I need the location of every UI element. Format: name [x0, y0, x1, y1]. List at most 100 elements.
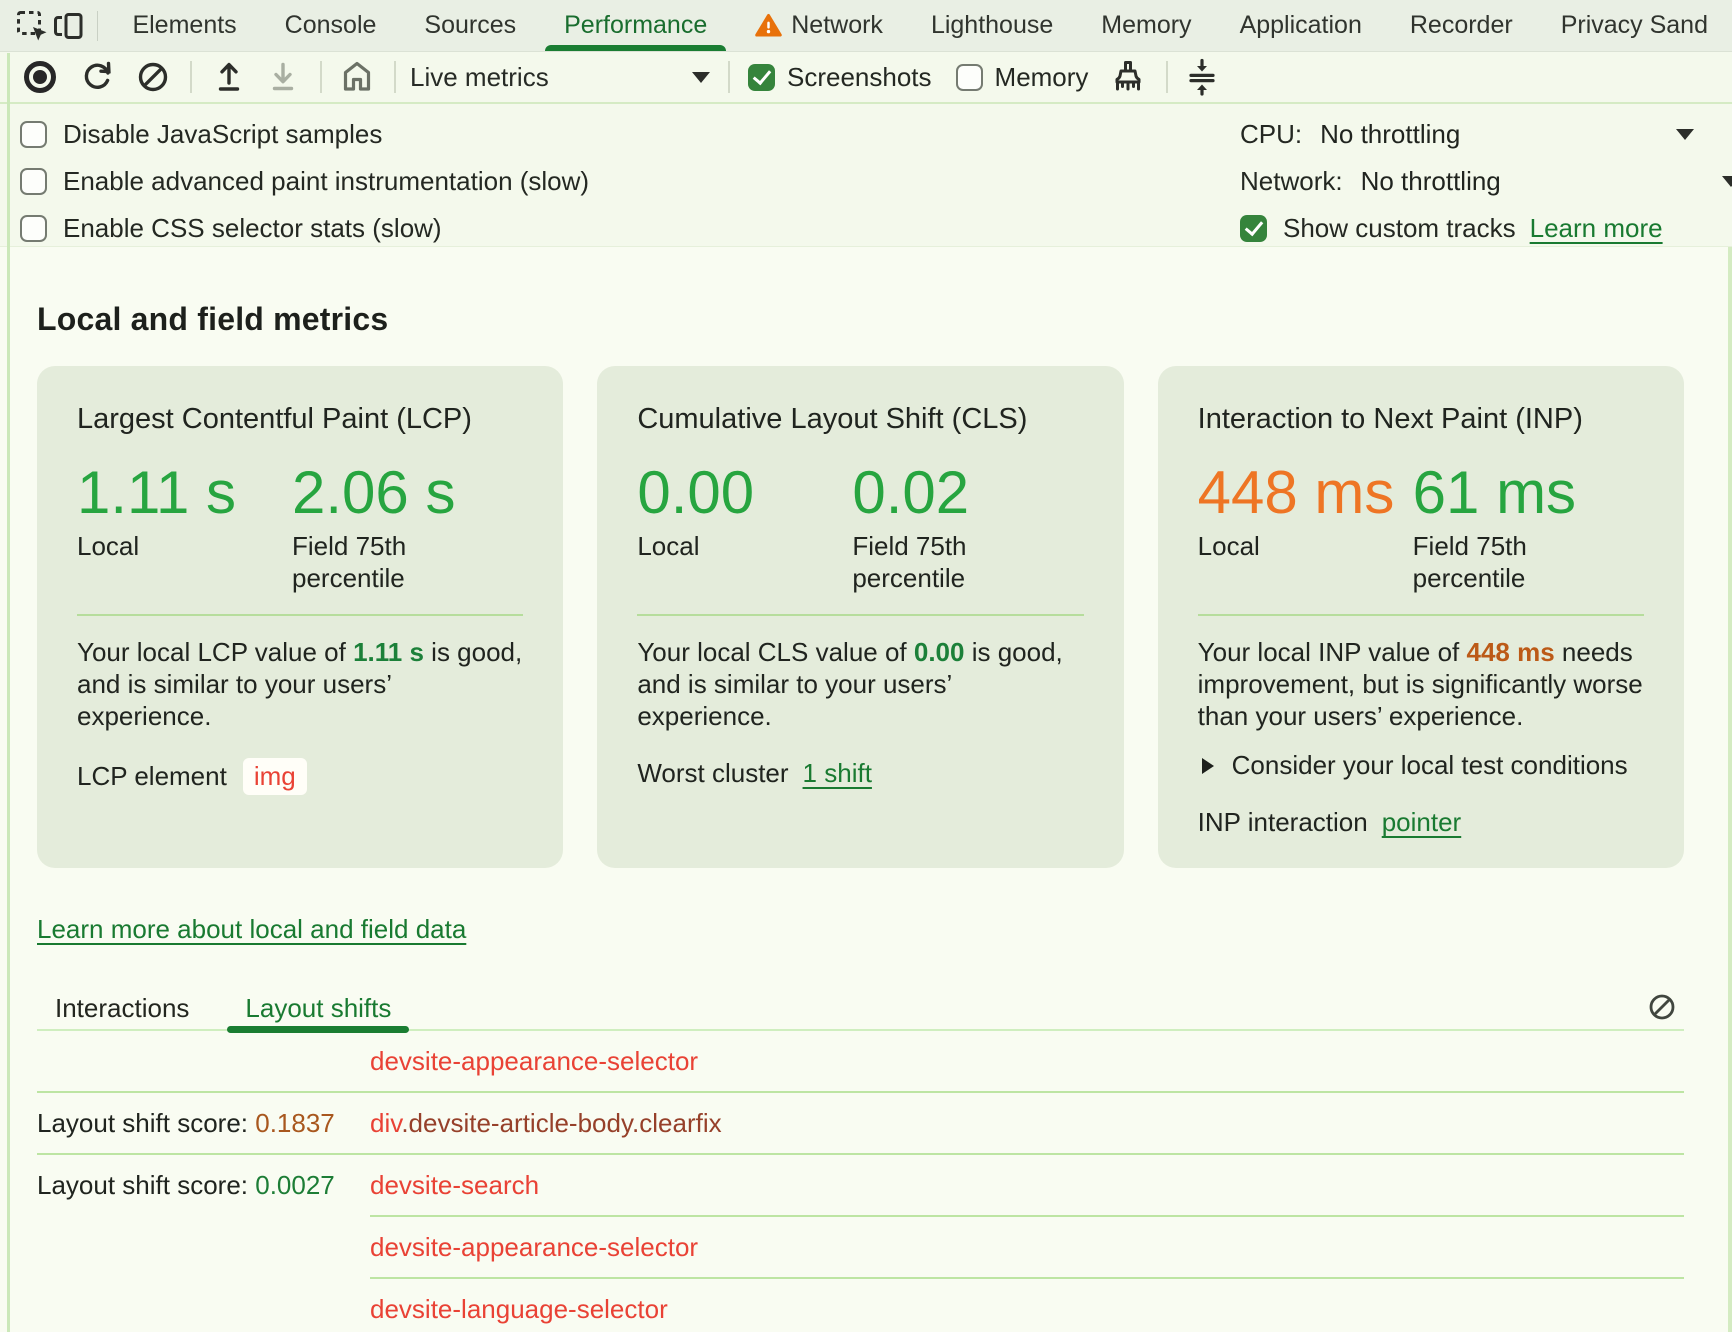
- inp-interaction-row: INP interaction pointer: [1198, 807, 1644, 838]
- capture-settings: Disable JavaScript samples Enable advanc…: [0, 104, 1732, 247]
- tab-sources[interactable]: Sources: [400, 0, 540, 51]
- panel-left-edge-divider: [7, 53, 10, 1332]
- disclosure-label: Consider your local test conditions: [1231, 750, 1628, 780]
- devtools-tabbar: Elements Console Sources Performance Net…: [0, 0, 1732, 52]
- worst-cluster-link[interactable]: 1 shift: [802, 758, 872, 788]
- tab-interactions[interactable]: Interactions: [37, 987, 207, 1029]
- layout-shift-row: devsite-appearance-selector: [37, 1031, 1684, 1091]
- inp-local-column: 448 ms Local: [1198, 462, 1413, 594]
- history-dropdown-value: Live metrics: [410, 61, 549, 92]
- element-link[interactable]: devsite-appearance-selector: [370, 1232, 1684, 1263]
- layout-shift-row: devsite-appearance-selector: [37, 1217, 1684, 1277]
- tab-label: Interactions: [55, 992, 190, 1023]
- tab-console[interactable]: Console: [261, 0, 401, 51]
- layout-shift-row: Layout shift score: 0.1837 div.devsite-a…: [37, 1093, 1684, 1153]
- inp-description: Your local INP value of 448 ms needs imp…: [1198, 636, 1644, 732]
- toolbar-separator: [1166, 61, 1169, 93]
- setting-row: Enable CSS selector stats (slow): [20, 207, 589, 249]
- element-link[interactable]: devsite-search: [370, 1170, 1684, 1201]
- disable-js-samples-label: Disable JavaScript samples: [63, 118, 383, 149]
- score-label: Layout shift score:: [37, 1169, 256, 1200]
- tab-network[interactable]: Network: [731, 0, 907, 51]
- live-metrics-view: Local and field metrics Largest Contentf…: [0, 247, 1732, 1332]
- save-profile-button[interactable]: [264, 58, 302, 96]
- show-custom-tracks-checkbox[interactable]: [1240, 214, 1267, 242]
- layout-shift-log: devsite-appearance-selector Layout shift…: [37, 1031, 1684, 1332]
- chevron-down-icon[interactable]: [1676, 129, 1694, 140]
- cpu-throttling-select[interactable]: No throttling: [1320, 118, 1461, 149]
- desc-value: 0.00: [913, 637, 965, 667]
- collect-garbage-button[interactable]: [1108, 57, 1148, 97]
- tab-performance[interactable]: Performance: [540, 0, 731, 51]
- row-divider: [370, 1277, 1684, 1279]
- clear-log-button[interactable]: [1646, 991, 1678, 1023]
- upload-icon: [210, 58, 248, 96]
- block-icon: [134, 58, 172, 96]
- score-cell: Layout shift score: 0.1837: [37, 1108, 370, 1139]
- chevron-down-icon: [692, 71, 710, 83]
- custom-tracks-learn-more-link[interactable]: Learn more: [1529, 212, 1663, 243]
- home-button[interactable]: [338, 58, 376, 96]
- local-test-conditions-disclosure[interactable]: Consider your local test conditions: [1198, 750, 1644, 781]
- lcp-element-link[interactable]: img: [242, 758, 307, 795]
- collapse-metrics-button[interactable]: [1182, 57, 1222, 97]
- clear-button[interactable]: [134, 58, 172, 96]
- lcp-local-column: 1.11 s Local: [77, 462, 292, 594]
- tab-application[interactable]: Application: [1216, 0, 1386, 51]
- lcp-local-value: 1.11 s: [77, 459, 236, 526]
- load-profile-button[interactable]: [210, 58, 248, 96]
- tab-label: Application: [1239, 11, 1362, 39]
- toolbar-separator: [190, 61, 192, 93]
- desc-text: is good, and is similar to your users’ e…: [77, 637, 523, 731]
- tab-label: Lighthouse: [930, 11, 1054, 39]
- tab-layout-shifts[interactable]: Layout shifts: [227, 987, 410, 1033]
- device-toolbar-button[interactable]: [50, 3, 86, 49]
- cls-card: Cumulative Layout Shift (CLS) 0.00 Local…: [597, 366, 1124, 868]
- history-dropdown[interactable]: Live metrics: [410, 62, 710, 93]
- desc-text: is good, and is similar to your users’ e…: [637, 637, 1063, 731]
- disclosure-triangle-icon: [1201, 757, 1214, 774]
- inspect-element-button[interactable]: [14, 3, 50, 49]
- record-button[interactable]: [24, 61, 56, 93]
- tab-label: Network: [791, 11, 883, 39]
- tab-elements[interactable]: Elements: [108, 0, 260, 51]
- chevron-down-icon[interactable]: [1722, 176, 1732, 187]
- element-link[interactable]: devsite-appearance-selector: [370, 1046, 1684, 1077]
- css-selector-stats-checkbox[interactable]: [20, 214, 47, 242]
- row-divider: [37, 1153, 1684, 1155]
- inp-values: 448 ms Local 61 ms Field 75th percentile: [1198, 462, 1644, 594]
- tab-recorder[interactable]: Recorder: [1386, 0, 1537, 51]
- active-tab-underline: [227, 1026, 410, 1033]
- lcp-values: 1.11 s Local 2.06 s Field 75th percentil…: [77, 462, 523, 594]
- element-classes: .devsite-article-body.clearfix: [401, 1107, 722, 1138]
- memory-checkbox[interactable]: [955, 63, 983, 91]
- screenshots-checkbox[interactable]: [748, 63, 775, 91]
- record-and-reload-button[interactable]: [78, 58, 116, 96]
- desc-text: Your local LCP value of: [77, 637, 354, 667]
- disable-js-samples-checkbox[interactable]: [20, 120, 47, 148]
- inp-interaction-link[interactable]: pointer: [1381, 807, 1462, 837]
- element-link[interactable]: div.devsite-article-body.clearfix: [370, 1108, 1684, 1139]
- scrollbar-track[interactable]: [1728, 247, 1732, 1332]
- advanced-paint-checkbox[interactable]: [20, 167, 47, 195]
- tab-privacy-sandbox[interactable]: Privacy Sand: [1537, 0, 1732, 51]
- cpu-throttling-row: CPU: No throttling: [1240, 113, 1732, 155]
- learn-more-field-data-link[interactable]: Learn more about local and field data: [37, 914, 467, 944]
- desc-value: 448 ms: [1466, 637, 1555, 667]
- lcp-local-label: Local: [77, 531, 140, 561]
- tab-memory[interactable]: Memory: [1077, 0, 1215, 51]
- brush-icon: [1108, 57, 1148, 97]
- desc-text: needs improvement, but is significantly …: [1197, 637, 1643, 731]
- element-link[interactable]: devsite-language-selector: [370, 1294, 1684, 1325]
- inp-interaction-label: INP interaction: [1197, 807, 1368, 837]
- tab-lighthouse[interactable]: Lighthouse: [907, 0, 1077, 51]
- network-label: Network:: [1240, 165, 1343, 196]
- inp-local-value: 448 ms: [1197, 459, 1395, 526]
- log-tabbar: Interactions Layout shifts: [37, 987, 1684, 1033]
- row-divider: [370, 1215, 1684, 1217]
- lcp-element-label: LCP element: [77, 761, 227, 791]
- network-throttling-select[interactable]: No throttling: [1360, 165, 1501, 196]
- advanced-paint-label: Enable advanced paint instrumentation (s…: [63, 165, 590, 196]
- score-cell: Layout shift score: 0.0027: [37, 1170, 370, 1201]
